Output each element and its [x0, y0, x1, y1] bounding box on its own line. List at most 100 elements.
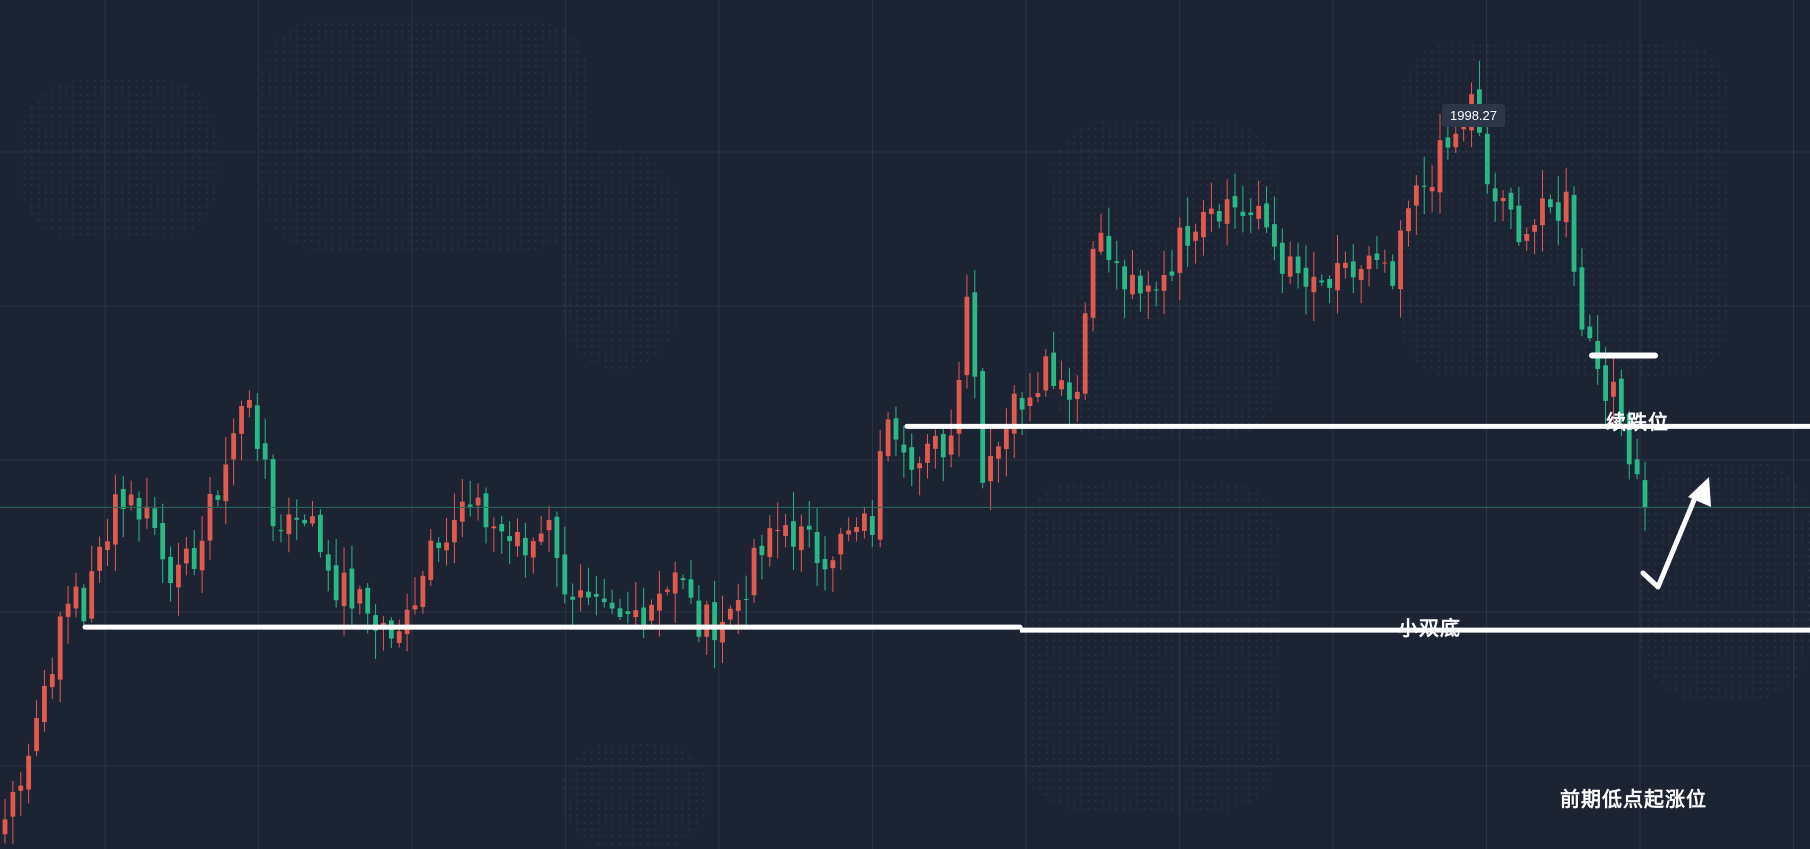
- candle-body: [1216, 211, 1222, 222]
- candle-body: [917, 463, 923, 469]
- candle-body: [412, 605, 418, 610]
- candle-body: [1358, 269, 1364, 280]
- candle-body: [1287, 256, 1293, 277]
- candle-body: [499, 524, 505, 532]
- candle-body: [593, 594, 599, 597]
- candle-body: [1571, 194, 1577, 272]
- candle-body: [964, 296, 970, 376]
- candle-body: [49, 674, 55, 688]
- candle-body: [1342, 262, 1348, 268]
- candle-body: [1500, 198, 1506, 202]
- candle-body: [712, 602, 718, 641]
- candle-body: [254, 405, 260, 449]
- candle-body: [1169, 271, 1175, 276]
- candle-body: [641, 607, 647, 625]
- candle-body: [262, 443, 268, 460]
- candle-body: [452, 520, 457, 543]
- candle-body: [1453, 133, 1459, 148]
- candle-body: [42, 685, 47, 723]
- candle-body: [1374, 253, 1380, 260]
- candle-body: [1540, 198, 1545, 226]
- candle-body: [1618, 378, 1624, 420]
- candle-body: [727, 608, 733, 620]
- candle-body: [128, 494, 134, 506]
- candle-body: [1350, 261, 1356, 278]
- candle-body: [1074, 391, 1080, 400]
- candle-body: [1106, 235, 1112, 261]
- candle-body: [97, 546, 103, 571]
- candle-body: [932, 435, 938, 449]
- candle-body: [956, 379, 962, 434]
- candle-body: [1642, 480, 1648, 508]
- candle-body: [105, 541, 110, 550]
- candle-body: [546, 519, 552, 531]
- candle-body: [1587, 326, 1593, 339]
- candle-body: [1177, 227, 1183, 273]
- candle-body: [436, 542, 442, 549]
- candle-body: [357, 589, 363, 604]
- candle-body: [1264, 203, 1269, 228]
- candle-body: [680, 578, 686, 581]
- candle-body: [396, 631, 402, 644]
- candle-body: [1248, 212, 1254, 216]
- candle-body: [475, 497, 481, 506]
- candle-body: [893, 418, 899, 440]
- candle-body: [1193, 231, 1198, 241]
- candle-body: [664, 589, 670, 592]
- candle-body: [1295, 256, 1301, 274]
- candle-body: [1484, 133, 1490, 185]
- candle-body: [112, 494, 118, 545]
- candle-body: [1019, 398, 1025, 410]
- candle-body: [444, 542, 449, 551]
- candle-body: [428, 540, 434, 580]
- candle-body: [191, 548, 197, 570]
- candle-body: [1051, 352, 1057, 386]
- candle-body: [530, 541, 536, 558]
- world-map-dots-4: [1020, 480, 1280, 810]
- candle-body: [562, 554, 568, 595]
- candle-body: [1603, 365, 1608, 401]
- candle-body: [1185, 225, 1191, 246]
- candle-body: [862, 513, 867, 531]
- candle-body: [1232, 196, 1238, 208]
- candle-body: [885, 419, 891, 457]
- candle-body: [854, 527, 859, 533]
- candle-body: [1130, 274, 1135, 295]
- candle-body: [869, 516, 875, 535]
- candle-body: [759, 545, 765, 556]
- candle-body: [1492, 188, 1498, 202]
- candle-body: [1011, 393, 1017, 434]
- candle-body: [310, 516, 315, 524]
- candle-body: [223, 464, 229, 502]
- candle-body: [1508, 192, 1514, 210]
- candle-body: [286, 514, 292, 535]
- candle-body: [791, 521, 796, 547]
- candle-body: [1382, 262, 1388, 264]
- candle-body: [901, 444, 907, 453]
- candle-body: [1532, 225, 1538, 232]
- candle-body: [1059, 380, 1064, 390]
- candle-body: [1429, 187, 1435, 192]
- candle-body: [877, 451, 883, 540]
- candle-body: [183, 548, 189, 564]
- candle-body: [570, 596, 576, 600]
- candle-body: [1319, 280, 1325, 283]
- candle-body: [1137, 275, 1143, 294]
- candle-body: [1445, 137, 1451, 148]
- continue-fall-label: 续跌位: [1606, 410, 1669, 434]
- candle-body: [1634, 459, 1640, 475]
- candle-body: [925, 443, 930, 463]
- candle-body: [341, 572, 347, 607]
- world-map-dots-0: [260, 20, 590, 250]
- candle-body: [176, 564, 181, 588]
- candle-body: [26, 755, 32, 790]
- candle-body: [270, 458, 276, 527]
- candle-body: [144, 506, 150, 519]
- candle-body: [1579, 267, 1585, 330]
- candle-body: [538, 533, 544, 542]
- candle-body: [333, 565, 339, 601]
- candle-body: [136, 497, 142, 520]
- candle-body: [1224, 199, 1230, 224]
- projection-arrow-head: [1688, 477, 1711, 507]
- candle-body: [1461, 126, 1467, 130]
